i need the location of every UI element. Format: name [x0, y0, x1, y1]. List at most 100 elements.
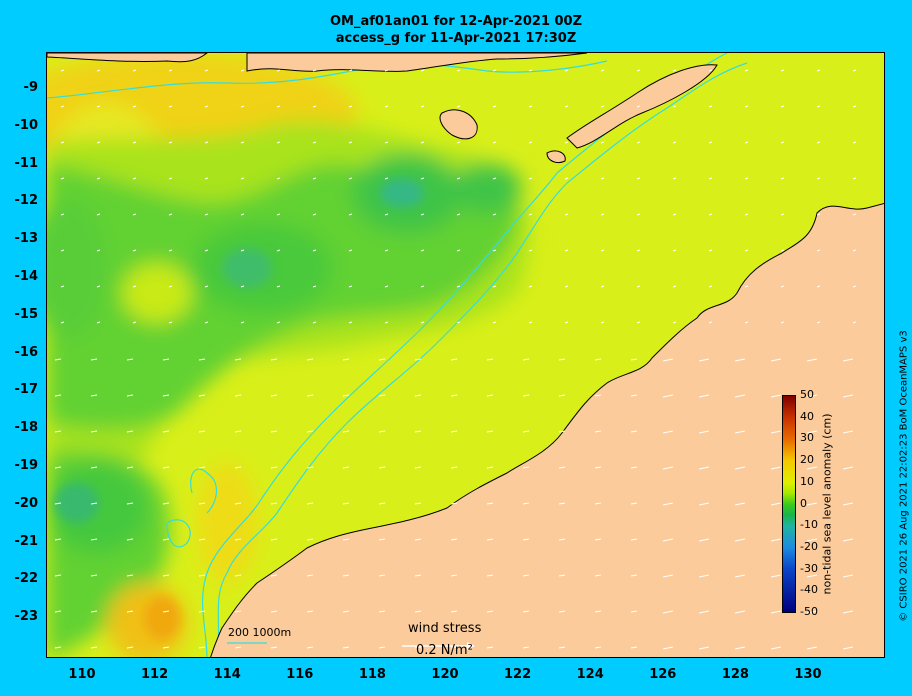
- wind-arrow: [276, 321, 281, 324]
- wind-arrow: [450, 574, 458, 577]
- wind-arrow: [734, 574, 746, 578]
- wind-arrow: [342, 430, 350, 433]
- wind-arrow: [558, 646, 566, 649]
- wind-arrow: [342, 502, 350, 505]
- wind-arrow: [522, 430, 530, 433]
- wind-arrow: [842, 466, 854, 470]
- wind-arrow: [842, 574, 854, 578]
- colorbar-tick-label: 30: [800, 431, 814, 445]
- lon-tick-label: 112: [141, 667, 169, 682]
- wind-arrow: [744, 213, 749, 216]
- wind-arrow: [234, 502, 242, 505]
- wind-arrow: [54, 502, 62, 505]
- wind-arrow: [842, 502, 854, 506]
- wind-arrow: [600, 177, 605, 180]
- wind-arrow: [54, 574, 62, 577]
- wind-arrow: [528, 69, 533, 72]
- wind-arrow: [126, 646, 134, 649]
- wind-arrow: [342, 610, 350, 613]
- wind-arrow: [312, 285, 317, 288]
- wind-arrow: [816, 249, 821, 252]
- depth-contour-legend-label: 200 1000m: [228, 626, 292, 639]
- wind-arrow: [54, 358, 62, 361]
- wind-arrow: [234, 358, 242, 361]
- wind-arrow: [450, 430, 458, 433]
- wind-arrow: [450, 538, 458, 541]
- wind-arrow: [312, 105, 317, 108]
- wind-arrow: [276, 177, 281, 180]
- wind-arrow: [852, 285, 857, 288]
- wind-arrow: [734, 538, 746, 542]
- wind-arrow: [672, 285, 677, 288]
- wind-arrow: [630, 610, 638, 613]
- wind-arrow: [564, 105, 569, 108]
- wind-arrow: [270, 358, 278, 361]
- wind-arrow: [734, 358, 746, 362]
- wind-arrow: [806, 430, 818, 434]
- wind-arrow: [492, 141, 497, 144]
- lon-tick-label: 128: [721, 667, 749, 682]
- wind-arrow: [780, 321, 785, 324]
- wind-arrow: [456, 249, 461, 252]
- wind-arrow: [378, 538, 386, 541]
- wind-arrow: [276, 105, 281, 108]
- wind-arrow: [132, 249, 137, 252]
- wind-arrow: [630, 430, 638, 433]
- wind-arrow: [384, 141, 389, 144]
- wind-arrow: [96, 69, 101, 72]
- wind-arrow: [60, 285, 65, 288]
- wind-arrow: [198, 430, 206, 433]
- wind-arrow: [456, 69, 461, 72]
- wind-arrow: [522, 610, 530, 613]
- wind-arrow: [806, 538, 818, 542]
- wind-arrow: [378, 574, 386, 577]
- wind-arrow: [378, 466, 386, 469]
- wind-arrow: [312, 69, 317, 72]
- wind-arrow: [60, 213, 65, 216]
- wind-arrow: [852, 69, 857, 72]
- wind-arrow: [270, 574, 278, 577]
- wind-arrow: [708, 141, 713, 144]
- wind-arrow: [126, 394, 134, 397]
- wind-arrow: [842, 394, 854, 398]
- lat-tick-label: -11: [14, 155, 39, 171]
- colorbar-tick-label: 40: [800, 409, 814, 423]
- wind-arrow: [198, 610, 206, 613]
- wind-arrow: [806, 610, 818, 614]
- lon-tick-label: 126: [649, 667, 677, 682]
- wind-arrow: [770, 502, 782, 506]
- wind-arrow: [90, 610, 98, 613]
- wind-arrow: [126, 574, 134, 577]
- wind-arrow: [600, 321, 605, 324]
- colorbar-tick-label: 10: [800, 474, 814, 488]
- wind-arrow: [522, 574, 530, 577]
- lat-tick-label: -23: [14, 609, 39, 625]
- wind-arrow: [54, 394, 62, 397]
- wind-arrow: [54, 430, 62, 433]
- wind-arrow: [312, 249, 317, 252]
- wind-arrow: [528, 105, 533, 108]
- wind-arrow: [198, 358, 206, 361]
- wind-arrow: [528, 213, 533, 216]
- wind-arrow: [806, 646, 818, 650]
- wind-arrow: [630, 358, 638, 361]
- wind-arrow: [342, 574, 350, 577]
- wind-arrow: [780, 285, 785, 288]
- wind-arrow: [276, 249, 281, 252]
- wind-arrow: [600, 213, 605, 216]
- wind-arrow: [312, 177, 317, 180]
- lat-tick-label: -17: [14, 382, 39, 398]
- wind-arrow: [564, 177, 569, 180]
- wind-arrow: [450, 610, 458, 613]
- wind-arrow: [528, 177, 533, 180]
- wind-arrow: [600, 249, 605, 252]
- wind-arrow: [708, 105, 713, 108]
- wind-arrow: [594, 646, 602, 649]
- wind-arrow: [378, 502, 386, 505]
- colorbar-tick-label: 0: [800, 496, 807, 510]
- wind-arrow: [630, 538, 638, 541]
- wind-arrow: [234, 574, 242, 577]
- wind-arrow: [528, 321, 533, 324]
- lat-tick-label: -16: [14, 344, 39, 360]
- wind-arrow: [414, 394, 422, 397]
